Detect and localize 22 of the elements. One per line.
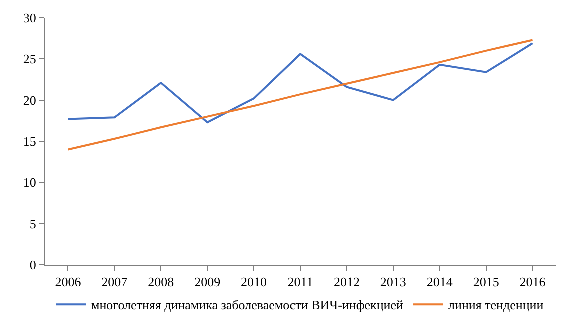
y-tick-label: 30 [23, 10, 36, 26]
y-tick-label: 15 [23, 134, 36, 150]
line-series [67, 39, 534, 151]
y-tick-label: 5 [30, 216, 36, 232]
legend-label: линия тенденции [448, 298, 544, 313]
x-tick-label: 2011 [288, 274, 314, 290]
x-tick-label: 2012 [334, 274, 360, 290]
y-tick-label: 10 [23, 175, 36, 190]
x-tick-label: 2006 [55, 274, 82, 290]
x-tick-label: 2016 [520, 274, 546, 290]
x-tick-label: 2007 [102, 274, 128, 290]
legend-label: многолетняя динамика заболеваемости ВИЧ-инфекцией [92, 298, 404, 313]
x-tick-label: 2009 [194, 274, 221, 290]
y-tick-label: 0 [30, 258, 36, 273]
line-series [67, 42, 534, 124]
y-tick-label: 20 [23, 92, 36, 108]
x-tick-label: 2015 [473, 274, 500, 290]
x-tick-label: 2013 [380, 274, 406, 290]
x-tick-label: 2014 [426, 274, 454, 290]
y-tick-label: 25 [23, 52, 36, 67]
x-tick-label: 2008 [148, 274, 174, 290]
x-tick-label: 2010 [241, 274, 268, 290]
